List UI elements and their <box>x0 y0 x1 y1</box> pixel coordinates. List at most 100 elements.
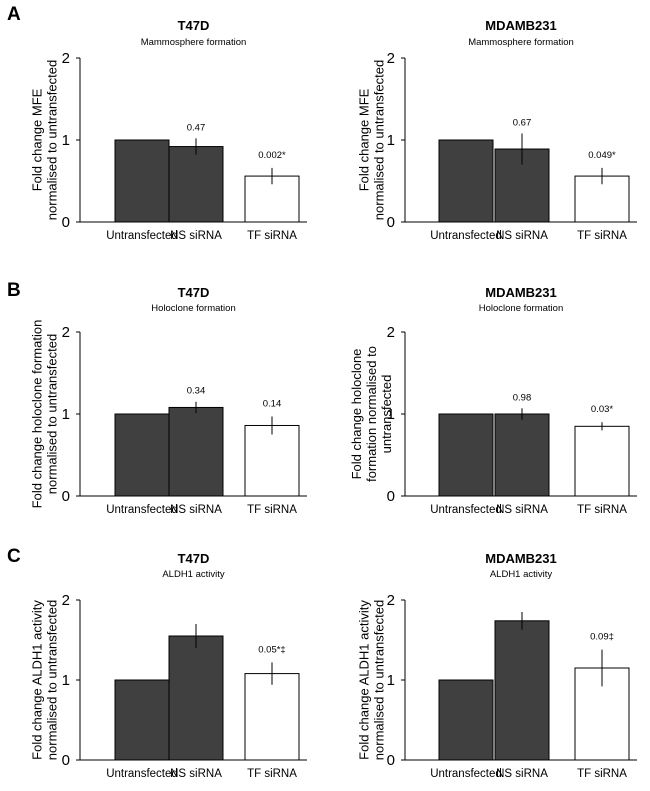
y-axis-label-line: normalised to untransfected <box>45 334 60 494</box>
bar-untransfected <box>114 139 170 223</box>
x-category-label: NS siRNA <box>170 504 222 516</box>
chart-title: T47D <box>178 285 210 300</box>
y-tick-label: 2 <box>387 324 395 341</box>
y-tick-label: 1 <box>62 672 70 689</box>
panel-letter-a: A <box>7 4 21 25</box>
bar-tf-sirna <box>574 425 630 497</box>
x-category-label: NS siRNA <box>496 768 548 780</box>
bar-tf-sirna <box>244 673 300 761</box>
x-category-label: TF siRNA <box>247 230 297 242</box>
y-tick-label: 1 <box>387 672 395 689</box>
x-category-label: Untransfected <box>106 230 178 242</box>
y-axis-label-line: normalised to untransfected <box>372 600 387 760</box>
y-axis-label-line: normalised to untransfected <box>372 60 387 220</box>
data-label: 0.14 <box>263 398 282 409</box>
data-label: 0.47 <box>187 122 206 133</box>
x-category-label: NS siRNA <box>170 768 222 780</box>
chart-a-right: MDAMB231 Mammosphere formation Fold change… <box>357 18 637 242</box>
chart-title: MDAMB231 <box>485 285 557 300</box>
y-axis-label-line: Fold change MFE <box>30 88 45 191</box>
bar-untransfected <box>438 413 494 497</box>
x-category-label: TF siRNA <box>577 504 627 516</box>
y-tick-label: 0 <box>387 752 395 769</box>
data-label: 0.09‡ <box>590 632 614 643</box>
data-label: 0.002* <box>258 150 286 161</box>
y-tick-label: 2 <box>62 592 70 609</box>
y-axis-label: Fold change MFEnormalised to untransfect… <box>357 60 387 220</box>
y-tick-label: 1 <box>62 406 70 423</box>
x-category-label: TF siRNA <box>577 230 627 242</box>
x-category-label: Untransfected <box>430 230 502 242</box>
y-tick-label: 0 <box>62 214 70 231</box>
chart-subtitle: ALDH1 activity <box>490 569 553 580</box>
charts-group: T47D Mammosphere formation Fold change MFE… <box>30 18 637 780</box>
data-label: 0.34 <box>187 386 206 397</box>
bar-untransfected <box>114 679 170 761</box>
chart-title: MDAMB231 <box>485 551 557 566</box>
x-category-label: TF siRNA <box>577 768 627 780</box>
y-axis-label-line: normalised to untransfected <box>45 600 60 760</box>
y-axis-label: Fold change holocloneformation normalise… <box>349 346 394 482</box>
y-axis-label-line: Fold change ALDH1 activity <box>30 600 45 760</box>
y-tick-label: 2 <box>62 324 70 341</box>
chart-title: T47D <box>178 551 210 566</box>
y-axis-label: Fold change ALDH1 activitynormalised to … <box>30 600 60 761</box>
y-axis-label: Fold change holoclone formationnormalise… <box>30 320 60 509</box>
y-tick-label: 2 <box>62 50 70 67</box>
y-tick-label: 0 <box>387 214 395 231</box>
y-axis-label-line: untransfected <box>379 375 394 454</box>
chart-title: MDAMB231 <box>485 18 557 33</box>
y-axis-label-line: formation normalised to <box>364 346 379 482</box>
x-category-label: Untransfected <box>430 504 502 516</box>
y-axis-label-line: Fold change holoclone formation <box>30 320 45 509</box>
chart-a-left: T47D Mammosphere formation Fold change MFE… <box>30 18 307 242</box>
x-category-label: TF siRNA <box>247 768 297 780</box>
bar-tf-sirna <box>244 424 300 497</box>
chart-subtitle: ALDH1 activity <box>162 569 225 580</box>
bar-ns-sirna <box>494 413 550 497</box>
data-label: 0.049* <box>588 150 616 161</box>
y-tick-label: 0 <box>62 488 70 505</box>
chart-subtitle: Holoclone formation <box>151 303 236 314</box>
panel-letter-b: B <box>7 280 21 301</box>
bar-ns-sirna <box>168 146 224 223</box>
bar-untransfected <box>438 679 494 761</box>
x-category-label: NS siRNA <box>170 230 222 242</box>
x-category-label: Untransfected <box>106 768 178 780</box>
chart-subtitle: Holoclone formation <box>479 303 564 314</box>
y-tick-label: 2 <box>387 592 395 609</box>
y-tick-label: 1 <box>387 132 395 149</box>
x-category-label: Untransfected <box>106 504 178 516</box>
y-tick-label: 1 <box>62 132 70 149</box>
bar-ns-sirna <box>168 635 224 761</box>
bar-ns-sirna <box>494 620 550 761</box>
y-axis-label: Fold change ALDH1 activitynormalised to … <box>357 600 387 761</box>
panel-letter-c: C <box>7 546 21 567</box>
chart-subtitle: Mammosphere formation <box>468 37 574 48</box>
x-category-label: NS siRNA <box>496 230 548 242</box>
y-axis-label-line: Fold change MFE <box>357 88 372 191</box>
y-axis-label-line: Fold change ALDH1 activity <box>357 600 372 760</box>
chart-c-left: T47D ALDH1 activity Fold change ALDH1 acti… <box>30 551 307 780</box>
bar-ns-sirna <box>168 406 224 497</box>
x-category-label: TF siRNA <box>247 504 297 516</box>
y-axis-label-line: normalised to untransfected <box>45 60 60 220</box>
chart-b-right: MDAMB231 Holoclone formation Fold change h… <box>349 285 637 516</box>
y-tick-label: 0 <box>62 752 70 769</box>
chart-b-left: T47D Holoclone formation Fold change holoc… <box>30 285 307 516</box>
y-tick-label: 2 <box>387 50 395 67</box>
y-tick-label: 0 <box>387 488 395 505</box>
x-category-label: Untransfected <box>430 768 502 780</box>
y-axis-label: Fold change MFEnormalised to untransfect… <box>30 60 60 220</box>
y-axis-label-line: Fold change holoclone <box>349 349 364 480</box>
data-label: 0.05*‡ <box>258 644 285 655</box>
data-label: 0.03* <box>591 404 613 415</box>
x-category-label: NS siRNA <box>496 504 548 516</box>
chart-subtitle: Mammosphere formation <box>141 37 247 48</box>
bar-untransfected <box>114 413 170 497</box>
chart-title: T47D <box>178 18 210 33</box>
y-tick-label: 1 <box>387 406 395 423</box>
data-label: 0.98 <box>513 392 532 403</box>
bar-untransfected <box>438 139 494 223</box>
